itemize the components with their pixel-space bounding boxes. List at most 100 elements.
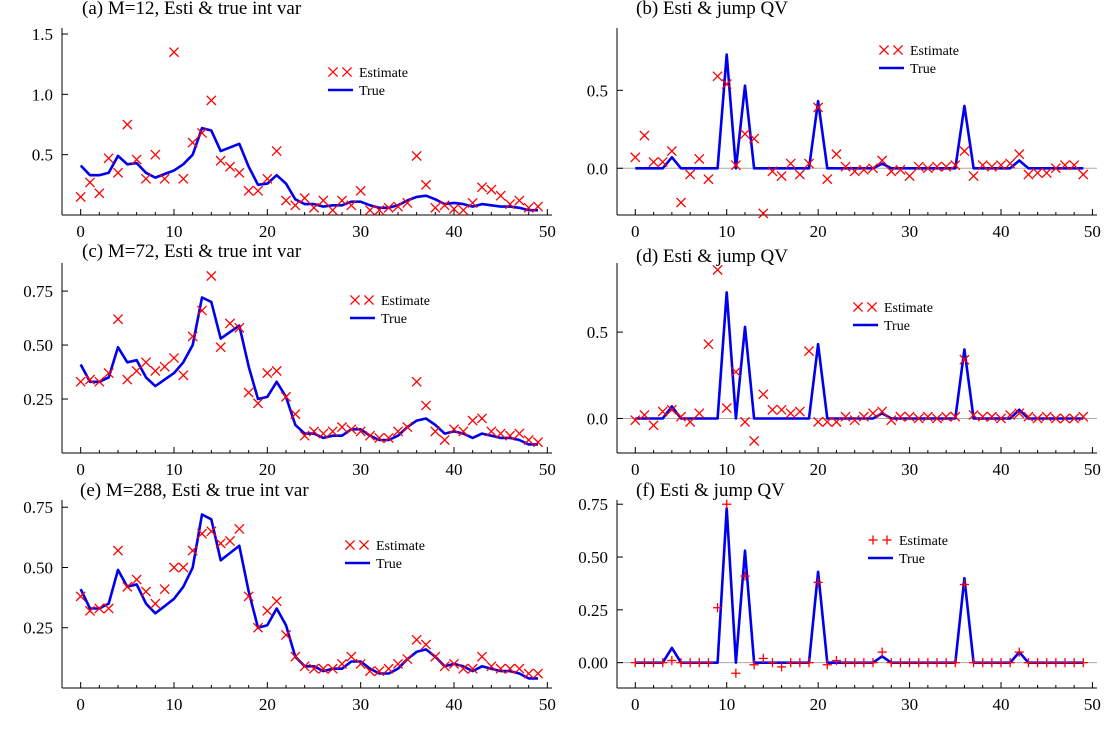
- estimate-marker-stroke-b: [514, 195, 525, 206]
- estimate-marker-stroke-b: [187, 331, 198, 342]
- estimate-marker: [504, 430, 516, 441]
- estimate-marker: [986, 411, 997, 422]
- estimate-marker-stroke-b: [299, 430, 310, 441]
- estimate-marker: [1042, 658, 1052, 668]
- estimate-marker: [514, 663, 525, 674]
- panel-e: (e) M=288, Esti & true int var 0 10 20 30 40 5…: [23, 480, 556, 714]
- estimate-marker: [666, 404, 677, 415]
- estimate-marker: [448, 658, 460, 669]
- estimate-marker: [402, 422, 413, 433]
- x-tick-label: 30: [901, 695, 918, 714]
- estimate-marker: [234, 167, 245, 178]
- estimate-marker-stroke-b: [968, 409, 979, 421]
- estimate-marker: [831, 416, 842, 427]
- estimate-marker-stroke-b: [721, 79, 732, 90]
- estimate-marker-stroke-b: [206, 95, 217, 106]
- y-tick-label: 0.50: [23, 558, 53, 577]
- estimate-marker: [458, 663, 469, 674]
- estimate-marker-stroke-b: [476, 413, 488, 424]
- estimate-marker: [75, 591, 86, 602]
- estimate-marker: [703, 174, 714, 185]
- estimate-marker-stroke-b: [749, 435, 760, 446]
- estimate-marker-stroke-b: [849, 166, 860, 177]
- estimate-marker: [150, 365, 161, 377]
- estimate-marker: [1032, 658, 1043, 668]
- estimate-marker: [318, 663, 329, 674]
- estimate-marker-stroke-b: [776, 170, 787, 182]
- estimate-marker-stroke-b: [168, 562, 180, 573]
- estimate-marker: [1078, 658, 1088, 668]
- estimate-marker: [112, 314, 124, 325]
- estimate-marker: [1050, 163, 1061, 174]
- estimate-marker: [822, 416, 833, 427]
- estimate-marker: [318, 195, 329, 206]
- x-tick-label: 20: [810, 695, 827, 714]
- estimate-marker-stroke-b: [75, 591, 86, 602]
- estimate-marker: [840, 658, 851, 668]
- series-line-true: [635, 53, 1084, 170]
- estimate-marker-stroke-b: [913, 413, 924, 424]
- estimate-marker-stroke-b: [730, 366, 741, 377]
- estimate-marker-stroke-b: [336, 658, 348, 669]
- estimate-marker-stroke-b: [94, 376, 105, 387]
- estimate-marker-stroke-b: [785, 408, 796, 419]
- estimate-marker: [1014, 647, 1024, 657]
- estimate-marker: [523, 202, 534, 213]
- estimate-marker-stroke-b: [1050, 163, 1061, 174]
- estimate-marker-stroke-b: [758, 208, 769, 219]
- estimate-marker-stroke-b: [271, 596, 282, 607]
- estimate-marker-stroke-b: [75, 376, 86, 387]
- estimate-marker-stroke-b: [448, 424, 460, 435]
- estimate-marker-stroke-b: [383, 202, 394, 213]
- estimate-marker: [1078, 411, 1089, 422]
- estimate-marker: [858, 411, 869, 422]
- estimate-marker-stroke-b: [685, 169, 696, 180]
- legend-estimate-marker: [868, 535, 878, 545]
- estimate-marker-stroke-b: [950, 160, 961, 171]
- estimate-marker: [159, 173, 170, 184]
- estimate-marker: [1069, 658, 1079, 668]
- estimate-marker-stroke-b: [448, 203, 460, 215]
- x-tick-label: 30: [352, 222, 369, 241]
- y-tick-label: 0.50: [23, 336, 53, 355]
- estimate-marker-stroke-b: [122, 581, 133, 592]
- estimate-marker: [877, 647, 887, 657]
- estimate-marker: [996, 658, 1006, 668]
- estimate-marker: [639, 409, 650, 421]
- estimate-marker: [941, 161, 952, 172]
- legend-label-true: True: [381, 312, 407, 327]
- estimate-marker: [767, 404, 778, 415]
- estimate-marker: [187, 137, 198, 148]
- estimate-marker-stroke-b: [822, 174, 833, 185]
- estimate-marker-stroke-b: [703, 339, 714, 350]
- estimate-marker-stroke-b: [168, 352, 180, 364]
- estimate-marker: [439, 200, 450, 211]
- estimate-marker: [168, 562, 180, 573]
- estimate-marker: [178, 173, 189, 184]
- estimate-marker: [252, 398, 264, 409]
- estimate-marker-stroke-b: [308, 426, 320, 437]
- estimate-marker: [758, 208, 769, 219]
- estimate-marker: [346, 200, 357, 211]
- estimate-marker-stroke-b: [630, 152, 641, 163]
- x-tick-label: 20: [259, 460, 276, 479]
- estimate-marker: [1005, 158, 1016, 169]
- estimate-marker: [804, 658, 814, 668]
- estimate-marker-stroke-b: [514, 428, 525, 439]
- estimate-marker-stroke-b: [959, 354, 970, 365]
- estimate-marker-stroke-b: [346, 424, 357, 435]
- estimate-marker: [850, 658, 860, 668]
- estimate-marker: [675, 197, 687, 208]
- estimate-marker: [411, 634, 422, 645]
- estimate-marker-stroke-b: [187, 545, 198, 556]
- estimate-marker: [977, 411, 988, 422]
- estimate-marker-stroke-b: [411, 376, 422, 387]
- estimate-marker-stroke-b: [458, 205, 469, 216]
- estimate-marker: [140, 586, 152, 597]
- estimate-marker-stroke-b: [336, 422, 348, 433]
- estimate-marker-stroke-b: [215, 538, 226, 549]
- estimate-marker: [467, 415, 478, 426]
- estimate-marker: [402, 654, 413, 665]
- estimate-marker-stroke-b: [159, 173, 170, 184]
- estimate-marker: [262, 173, 273, 184]
